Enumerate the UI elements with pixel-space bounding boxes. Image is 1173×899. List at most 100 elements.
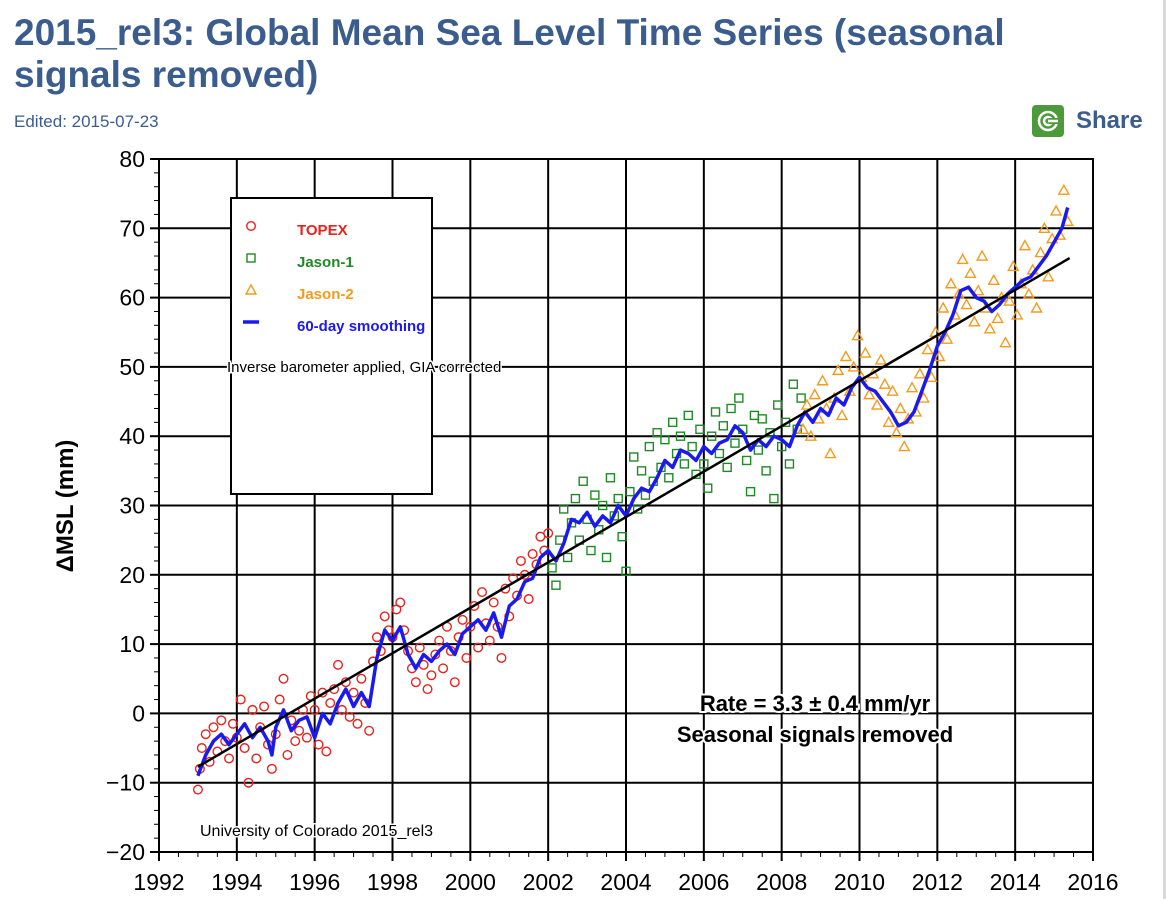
jason-1-point — [601, 552, 612, 563]
topex-point — [192, 784, 203, 795]
smoothing-series-line — [196, 207, 1070, 777]
jason-1-point — [706, 431, 717, 441]
edited-date: Edited: 2015-07-23 — [14, 112, 159, 131]
rate-annotation: Rate = 3.3 ± 0.4 mm/yr — [700, 691, 931, 716]
jason-1-point — [562, 552, 573, 563]
y-tick-label: 40 — [119, 423, 145, 449]
jason-2-point — [913, 367, 927, 379]
topex-point — [371, 632, 382, 643]
jason-1-point — [578, 476, 588, 486]
jason-2-point — [960, 298, 973, 310]
topex-point — [208, 722, 219, 733]
topex-point — [278, 673, 289, 684]
jason-1-point — [726, 403, 736, 414]
jason-2-point — [851, 329, 864, 341]
topex-point — [356, 673, 367, 684]
jason-1-point — [613, 493, 623, 504]
topex-point — [543, 528, 554, 539]
x-tick-label: 2002 — [523, 869, 574, 895]
jason-1-point — [605, 473, 616, 483]
jason-2-point — [796, 422, 810, 434]
legend-label: Jason-1 — [297, 254, 354, 271]
topex-point — [414, 642, 425, 653]
topex-point — [216, 715, 227, 726]
jason-2-point — [874, 353, 888, 365]
jason-2-point — [987, 273, 1000, 285]
jason-1-point — [757, 414, 767, 424]
jason-1-point — [784, 459, 795, 469]
x-tick-label: 2008 — [756, 869, 807, 895]
jason-2-point — [944, 277, 958, 289]
jason-1-point — [714, 448, 725, 459]
topex-point — [379, 611, 390, 622]
jason-2-point — [894, 402, 907, 414]
jason-1-point — [722, 462, 732, 473]
jason-2-point — [968, 315, 981, 327]
jason-1-point — [734, 393, 744, 403]
x-tick-label: 2012 — [912, 869, 963, 895]
jason-1-point — [660, 434, 670, 445]
jason-1-point — [769, 493, 779, 504]
trend-line — [197, 257, 1071, 768]
topex-point — [434, 635, 445, 646]
jason-2-point — [933, 350, 946, 362]
topex-point — [243, 777, 254, 788]
jason-1-point — [753, 445, 764, 455]
topex-point — [395, 597, 406, 608]
x-tick-label: 2006 — [678, 869, 729, 895]
jason-1-point — [687, 441, 697, 452]
jason-1-point — [699, 459, 709, 469]
y-tick-label: 0 — [132, 700, 145, 726]
jason-2-point — [956, 253, 969, 265]
jason-2-point — [940, 332, 954, 344]
topex-point — [461, 652, 472, 663]
jason-1-point — [773, 400, 783, 410]
jason-2-point — [1003, 294, 1016, 306]
jason-2-point — [999, 336, 1012, 348]
jason-1-point — [559, 504, 569, 514]
topex-point — [259, 701, 270, 712]
y-tick-label: 70 — [119, 215, 145, 241]
legend-marker — [246, 253, 256, 263]
jason-1-point — [741, 455, 752, 466]
jason-2-point — [1034, 246, 1047, 258]
topex-point — [410, 677, 421, 688]
jason-1-point — [730, 438, 740, 448]
topex-point — [282, 749, 293, 760]
jason-2-point — [905, 381, 919, 393]
jason-2-point — [991, 311, 1004, 324]
jason-2-point — [1022, 287, 1035, 299]
share-button[interactable]: Share — [1032, 105, 1143, 137]
jason-2-point — [1049, 204, 1063, 216]
jason-2-point — [1038, 221, 1051, 234]
jason-2-point — [804, 429, 818, 441]
jason-1-point — [597, 500, 608, 511]
y-tick-label: 50 — [119, 354, 145, 380]
jason-2-point — [890, 426, 903, 438]
jason-2-point — [972, 284, 985, 296]
jason-1-point — [796, 393, 806, 403]
share-label: Share — [1076, 107, 1143, 134]
jason-2-point — [886, 384, 899, 396]
jason-2-point — [835, 408, 849, 421]
topex-point — [352, 718, 363, 729]
jason-2-point — [800, 398, 814, 410]
topex-point — [313, 739, 324, 750]
x-tick-label: 2010 — [834, 869, 885, 895]
topex-point — [333, 659, 344, 670]
topex-point — [247, 704, 258, 715]
jason-2-point — [1007, 259, 1020, 272]
topex-point — [523, 594, 534, 605]
jason-1-point — [590, 490, 600, 500]
topex-point — [251, 753, 262, 764]
jason-1-point — [683, 410, 693, 421]
y-tick-label: 30 — [119, 493, 145, 519]
jason-1-point — [710, 407, 721, 417]
legend-marker — [245, 220, 256, 231]
x-tick-label: 1996 — [289, 869, 340, 895]
y-axis-label: ΔMSL (mm) — [52, 440, 79, 573]
jason-2-point — [859, 346, 872, 358]
topex-point — [477, 587, 488, 598]
topex-point — [488, 597, 499, 608]
y-tick-label: 80 — [119, 146, 145, 172]
